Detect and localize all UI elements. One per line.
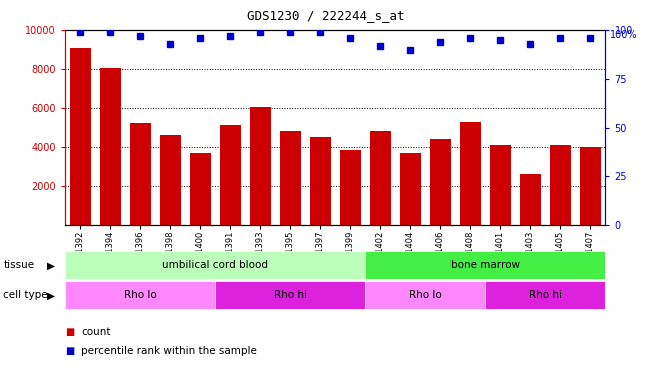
Bar xyxy=(70,48,90,225)
Bar xyxy=(280,131,301,225)
Text: umbilical cord blood: umbilical cord blood xyxy=(162,260,268,270)
Bar xyxy=(219,124,241,225)
Text: Rho hi: Rho hi xyxy=(273,290,307,300)
Text: tissue: tissue xyxy=(3,260,35,270)
Text: Rho lo: Rho lo xyxy=(124,290,156,300)
Text: percentile rank within the sample: percentile rank within the sample xyxy=(81,346,257,355)
Bar xyxy=(215,281,365,309)
Bar xyxy=(486,281,605,309)
Text: Rho hi: Rho hi xyxy=(529,290,562,300)
Bar xyxy=(460,122,481,225)
Bar xyxy=(370,131,391,225)
Bar xyxy=(400,153,421,225)
Bar xyxy=(550,145,571,225)
Bar xyxy=(430,139,451,225)
Bar xyxy=(130,123,150,225)
Bar xyxy=(365,251,605,279)
Text: ▶: ▶ xyxy=(47,290,55,300)
Bar xyxy=(340,150,361,225)
Bar xyxy=(65,281,215,309)
Bar xyxy=(250,107,271,225)
Text: ■: ■ xyxy=(65,327,74,337)
Text: ▶: ▶ xyxy=(47,260,55,270)
Text: bone marrow: bone marrow xyxy=(451,260,520,270)
Bar xyxy=(189,153,211,225)
Bar xyxy=(365,281,486,309)
Text: ■: ■ xyxy=(65,346,74,355)
Text: Rho lo: Rho lo xyxy=(409,290,441,300)
Text: 100%: 100% xyxy=(609,30,637,40)
Bar xyxy=(159,135,181,225)
Bar xyxy=(65,251,365,279)
Bar xyxy=(310,137,331,225)
Text: count: count xyxy=(81,327,111,337)
Bar xyxy=(490,145,511,225)
Bar xyxy=(520,174,541,225)
Text: GDS1230 / 222244_s_at: GDS1230 / 222244_s_at xyxy=(247,9,404,22)
Bar xyxy=(580,147,601,225)
Text: cell type: cell type xyxy=(3,290,48,300)
Bar xyxy=(100,68,120,225)
